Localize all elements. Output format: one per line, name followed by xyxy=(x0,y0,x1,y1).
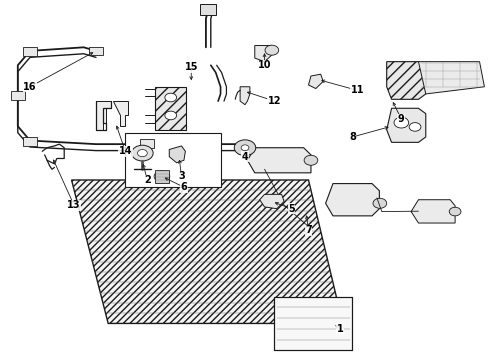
Polygon shape xyxy=(274,297,352,350)
Polygon shape xyxy=(169,146,185,163)
Polygon shape xyxy=(309,74,323,89)
Bar xyxy=(23,47,37,56)
Text: 1: 1 xyxy=(337,324,343,334)
Polygon shape xyxy=(72,180,343,323)
Bar xyxy=(200,4,216,15)
Circle shape xyxy=(394,117,409,128)
Circle shape xyxy=(234,140,256,156)
Bar xyxy=(89,46,103,55)
Polygon shape xyxy=(240,87,250,105)
Bar xyxy=(11,91,24,100)
Polygon shape xyxy=(411,200,455,223)
Text: 2: 2 xyxy=(144,175,150,185)
Polygon shape xyxy=(387,108,426,142)
Polygon shape xyxy=(113,101,128,126)
Text: 8: 8 xyxy=(349,132,356,142)
Circle shape xyxy=(154,171,170,182)
Text: 7: 7 xyxy=(305,225,312,235)
Text: 10: 10 xyxy=(258,60,271,70)
Circle shape xyxy=(409,123,421,131)
Circle shape xyxy=(265,45,279,55)
Polygon shape xyxy=(247,148,311,173)
Circle shape xyxy=(373,198,387,208)
Text: 16: 16 xyxy=(23,82,37,92)
Polygon shape xyxy=(326,184,379,216)
Text: 4: 4 xyxy=(242,152,248,162)
Bar xyxy=(23,137,37,146)
Circle shape xyxy=(165,111,176,120)
Circle shape xyxy=(138,149,147,157)
Circle shape xyxy=(449,207,461,216)
Circle shape xyxy=(165,93,176,102)
Polygon shape xyxy=(96,101,111,130)
Circle shape xyxy=(304,155,318,165)
Text: 5: 5 xyxy=(288,204,295,214)
Text: 11: 11 xyxy=(351,85,364,95)
Polygon shape xyxy=(387,62,426,99)
Text: 13: 13 xyxy=(67,200,81,210)
Polygon shape xyxy=(418,62,485,94)
Text: 9: 9 xyxy=(398,114,405,124)
Bar xyxy=(125,134,220,187)
Circle shape xyxy=(241,145,249,150)
Bar xyxy=(155,170,169,183)
Polygon shape xyxy=(255,45,274,62)
Text: 12: 12 xyxy=(268,96,281,106)
Bar xyxy=(141,139,154,148)
Text: 3: 3 xyxy=(178,171,185,181)
Polygon shape xyxy=(260,194,284,209)
Polygon shape xyxy=(155,87,186,130)
Text: 14: 14 xyxy=(119,146,132,156)
Circle shape xyxy=(132,145,153,161)
Text: 15: 15 xyxy=(185,62,198,72)
Text: 6: 6 xyxy=(180,182,187,192)
